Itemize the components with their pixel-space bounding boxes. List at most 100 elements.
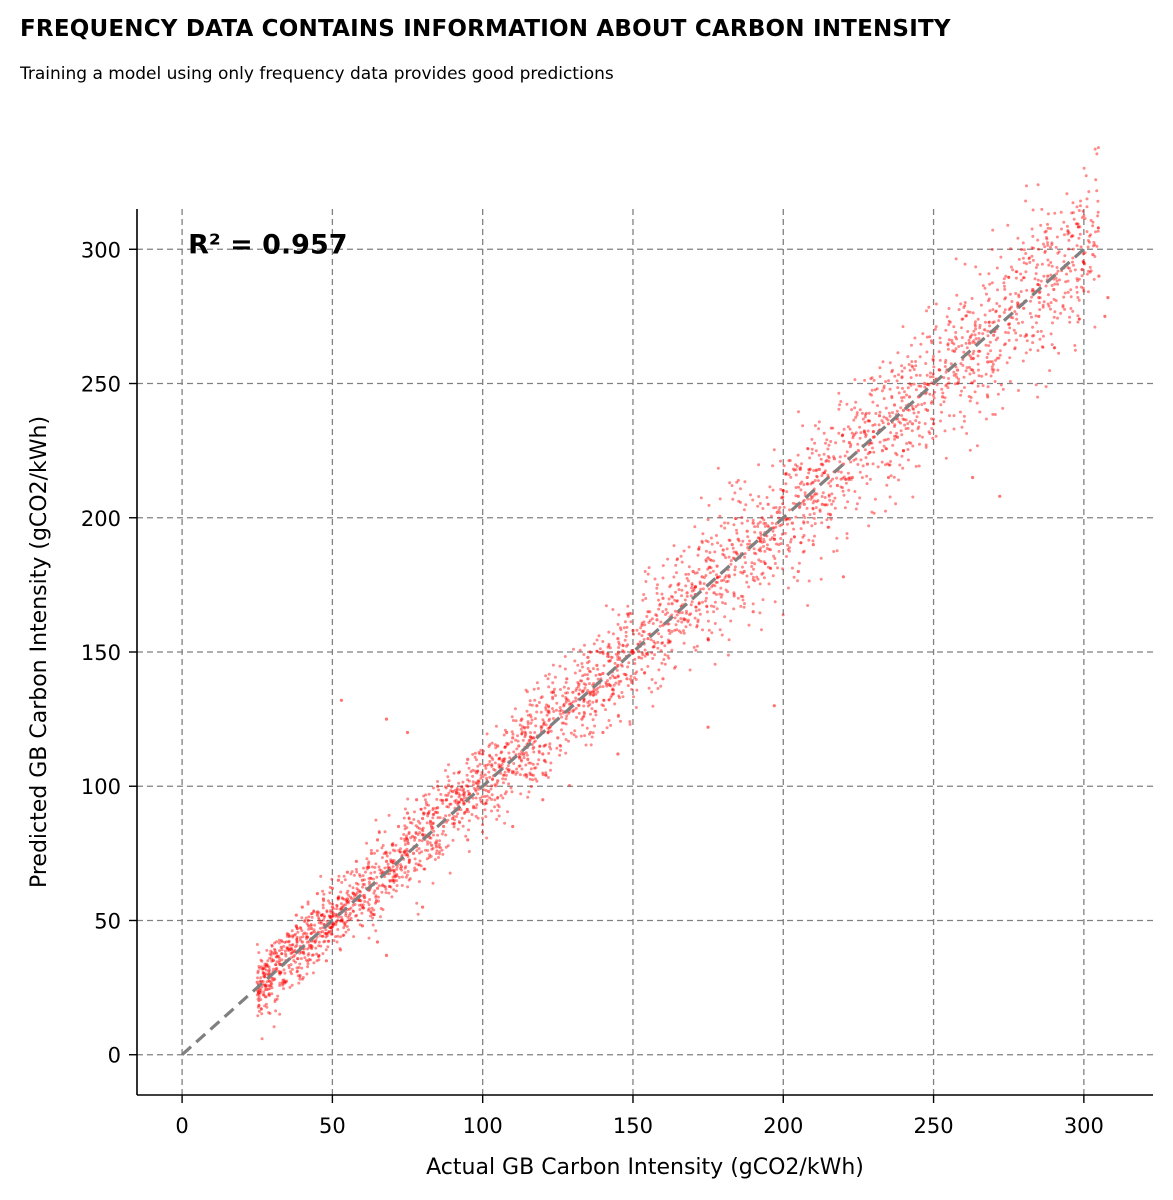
scatter-point	[294, 925, 298, 929]
scatter-point	[342, 874, 346, 878]
scatter-point	[708, 551, 712, 554]
scatter-point	[884, 463, 887, 467]
scatter-point	[907, 363, 911, 366]
scatter-point	[615, 668, 619, 672]
scatter-point	[357, 899, 361, 902]
x-tick-label: 250	[914, 1114, 954, 1138]
scatter-point	[877, 423, 881, 427]
scatter-point	[403, 839, 407, 843]
scatter-point	[423, 798, 427, 802]
scatter-point	[292, 933, 296, 937]
scatter-point	[594, 710, 598, 713]
scatter-point	[482, 749, 485, 753]
scatter-point	[490, 763, 494, 767]
scatter-point	[382, 852, 386, 856]
scatter-point	[575, 715, 579, 719]
scatter-point	[277, 941, 281, 945]
scatter-point	[700, 541, 704, 544]
scatter-point	[934, 325, 938, 329]
scatter-point	[959, 393, 963, 397]
scatter-point	[869, 377, 873, 381]
scatter-point	[695, 644, 699, 648]
scatter-point	[383, 866, 387, 870]
scatter-point	[436, 833, 440, 837]
r-squared-annotation: R² = 0.957	[188, 229, 347, 260]
scatter-point	[489, 787, 493, 791]
scatter-point	[690, 600, 694, 604]
scatter-point	[315, 913, 319, 917]
scatter-point	[296, 930, 300, 934]
scatter-point	[471, 768, 475, 772]
scatter-point	[572, 733, 576, 737]
scatter-point	[865, 482, 869, 486]
scatter-point	[763, 549, 767, 553]
scatter-point	[746, 519, 749, 523]
scatter-point	[593, 709, 597, 713]
scatter-point	[392, 870, 396, 874]
scatter-point	[303, 931, 307, 935]
scatter-point	[519, 727, 523, 731]
scatter-point	[258, 987, 262, 991]
scatter-point	[657, 632, 661, 636]
scatter-point	[300, 966, 304, 970]
scatter-point	[747, 623, 751, 627]
scatter-point	[873, 388, 877, 392]
scatter-point	[583, 712, 586, 716]
scatter-point	[945, 315, 949, 319]
scatter-point	[794, 473, 798, 477]
scatter-point	[896, 351, 900, 355]
scatter-point	[912, 407, 915, 411]
scatter-point	[475, 771, 479, 775]
scatter-point	[650, 690, 654, 694]
scatter-point	[479, 776, 483, 780]
scatter-point	[589, 690, 593, 694]
scatter-point	[530, 736, 534, 740]
scatter-point	[255, 993, 259, 997]
scatter-point	[876, 465, 880, 469]
scatter-point	[459, 808, 463, 812]
scatter-point	[858, 408, 862, 412]
scatter-point	[701, 532, 705, 536]
scatter-point	[263, 962, 267, 966]
scatter-point	[705, 610, 709, 614]
scatter-point	[778, 506, 782, 509]
scatter-point	[479, 773, 483, 777]
scatter-point	[538, 745, 542, 748]
scatter-point	[410, 821, 414, 825]
scatter-point	[574, 696, 578, 700]
scatter-point	[905, 393, 908, 397]
scatter-point	[280, 948, 284, 952]
scatter-point	[781, 496, 785, 500]
scatter-point	[899, 406, 903, 410]
scatter-point	[661, 677, 665, 681]
scatter-point	[714, 580, 718, 584]
scatter-point	[552, 710, 556, 713]
scatter-point	[764, 521, 768, 525]
scatter-point	[723, 521, 727, 525]
scatter-point	[991, 228, 995, 232]
scatter-point	[1088, 265, 1092, 269]
scatter-point	[831, 477, 835, 481]
scatter-point	[494, 746, 498, 750]
scatter-point	[446, 844, 450, 848]
scatter-point	[914, 464, 918, 468]
scatter-point	[972, 339, 976, 343]
scatter-point	[437, 788, 440, 792]
scatter-point	[1049, 301, 1053, 305]
scatter-point	[304, 916, 308, 920]
scatter-point	[651, 622, 655, 625]
scatter-point	[444, 833, 448, 837]
scatter-point	[588, 703, 592, 706]
scatter-point	[473, 755, 477, 759]
scatter-point	[1056, 251, 1060, 255]
scatter-point	[427, 856, 431, 859]
scatter-point	[601, 652, 605, 656]
scatter-point	[405, 811, 410, 815]
scatter-point	[532, 773, 535, 777]
scatter-point	[825, 438, 829, 442]
scatter-point	[493, 761, 497, 765]
scatter-point	[392, 880, 396, 884]
scatter-point	[762, 576, 766, 580]
scatter-point	[949, 362, 953, 366]
scatter-point	[289, 970, 292, 974]
